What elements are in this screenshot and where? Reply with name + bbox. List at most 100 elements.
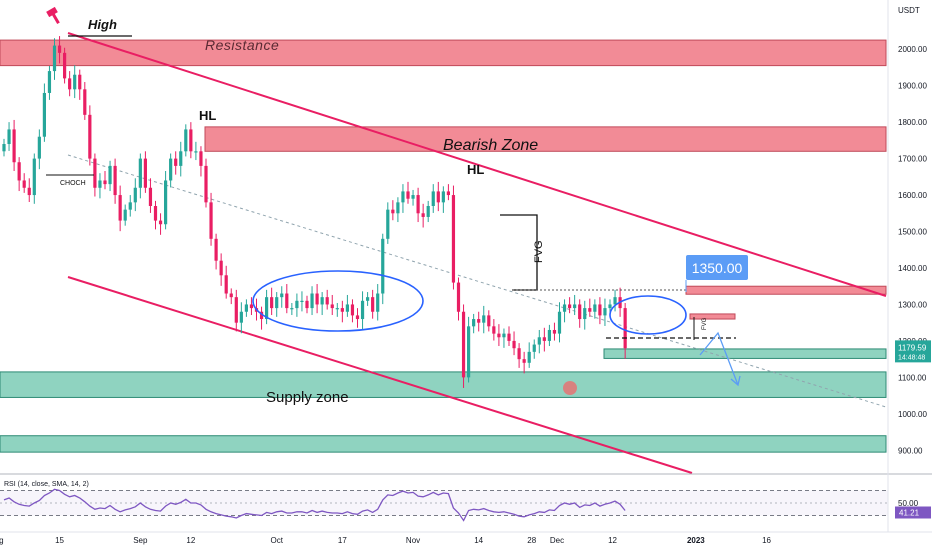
candle[interactable] bbox=[335, 302, 339, 317]
candle[interactable] bbox=[578, 299, 582, 328]
candle-body[interactable] bbox=[451, 195, 456, 283]
candle[interactable] bbox=[158, 213, 163, 235]
candle-body[interactable] bbox=[189, 129, 193, 152]
candle-body[interactable] bbox=[562, 304, 567, 312]
candle-body[interactable] bbox=[421, 213, 425, 217]
candle-body[interactable] bbox=[138, 158, 142, 188]
candle[interactable] bbox=[537, 329, 541, 354]
candle-body[interactable] bbox=[381, 238, 385, 294]
candle[interactable] bbox=[431, 184, 435, 213]
candles-layer[interactable] bbox=[2, 36, 627, 388]
candle[interactable] bbox=[472, 313, 476, 334]
candle[interactable] bbox=[148, 178, 153, 213]
candle-body[interactable] bbox=[542, 337, 546, 341]
candle-body[interactable] bbox=[179, 151, 183, 166]
candle-body[interactable] bbox=[174, 158, 178, 166]
candle-body[interactable] bbox=[108, 165, 112, 185]
candle[interactable] bbox=[83, 82, 87, 120]
candle-body[interactable] bbox=[401, 191, 405, 203]
candle-body[interactable] bbox=[573, 304, 577, 309]
candle[interactable] bbox=[209, 192, 213, 246]
candle-body[interactable] bbox=[22, 180, 26, 188]
candle[interactable] bbox=[573, 294, 577, 316]
candle-body[interactable] bbox=[270, 297, 274, 309]
candle-body[interactable] bbox=[345, 304, 349, 312]
candle-body[interactable] bbox=[477, 319, 481, 323]
candle[interactable] bbox=[300, 291, 304, 312]
candle[interactable] bbox=[2, 138, 6, 157]
candle-body[interactable] bbox=[148, 187, 153, 206]
candle[interactable] bbox=[411, 189, 415, 206]
candle-body[interactable] bbox=[502, 333, 506, 338]
candle[interactable] bbox=[436, 181, 440, 212]
candle[interactable] bbox=[583, 300, 587, 330]
candle[interactable] bbox=[381, 233, 385, 305]
candle-body[interactable] bbox=[37, 136, 41, 159]
candle-body[interactable] bbox=[285, 293, 289, 309]
candle-body[interactable] bbox=[249, 304, 254, 309]
candle-body[interactable] bbox=[623, 308, 627, 349]
candle[interactable] bbox=[593, 299, 597, 319]
candle[interactable] bbox=[290, 302, 294, 316]
candle-body[interactable] bbox=[588, 308, 592, 312]
candle-body[interactable] bbox=[472, 319, 476, 327]
candle-body[interactable] bbox=[113, 165, 117, 196]
candle-body[interactable] bbox=[259, 311, 264, 320]
candle-body[interactable] bbox=[47, 71, 52, 93]
candle[interactable] bbox=[88, 105, 92, 166]
candle[interactable] bbox=[108, 160, 112, 192]
candle-body[interactable] bbox=[557, 311, 562, 334]
candle-body[interactable] bbox=[83, 89, 87, 115]
candle-body[interactable] bbox=[416, 195, 420, 214]
candle-body[interactable] bbox=[295, 300, 299, 309]
candle-body[interactable] bbox=[552, 329, 557, 334]
candle-body[interactable] bbox=[547, 329, 551, 341]
candle-body[interactable] bbox=[78, 74, 82, 90]
candle[interactable] bbox=[234, 289, 238, 332]
candle[interactable] bbox=[522, 351, 526, 374]
last-price-box[interactable] bbox=[895, 340, 931, 363]
candle-body[interactable] bbox=[234, 297, 238, 323]
candle-body[interactable] bbox=[88, 114, 92, 159]
candle-body[interactable] bbox=[350, 304, 355, 316]
candle[interactable] bbox=[532, 339, 536, 359]
candle[interactable] bbox=[189, 122, 193, 159]
candle[interactable] bbox=[502, 328, 506, 348]
candle[interactable] bbox=[366, 292, 370, 306]
candle[interactable] bbox=[467, 316, 471, 383]
candle[interactable] bbox=[360, 291, 365, 330]
candle[interactable] bbox=[22, 173, 26, 193]
candle[interactable] bbox=[204, 158, 208, 208]
candle[interactable] bbox=[482, 305, 486, 334]
candle-body[interactable] bbox=[568, 304, 572, 309]
candle-body[interactable] bbox=[376, 293, 380, 312]
candle[interactable] bbox=[78, 69, 82, 100]
candle[interactable] bbox=[350, 299, 355, 323]
candle[interactable] bbox=[355, 308, 360, 328]
candle-body[interactable] bbox=[467, 326, 471, 378]
rsi-line[interactable] bbox=[3, 488, 626, 522]
candle[interactable] bbox=[588, 298, 592, 317]
candle-body[interactable] bbox=[340, 308, 344, 312]
candle[interactable] bbox=[421, 203, 425, 228]
candle[interactable] bbox=[461, 304, 466, 388]
candle[interactable] bbox=[12, 119, 16, 171]
candle[interactable] bbox=[265, 289, 269, 325]
candle[interactable] bbox=[547, 324, 551, 347]
candle[interactable] bbox=[507, 326, 511, 347]
candle[interactable] bbox=[396, 197, 400, 223]
candle-body[interactable] bbox=[436, 191, 440, 203]
candle[interactable] bbox=[320, 292, 324, 316]
candle-body[interactable] bbox=[371, 297, 375, 312]
candle-body[interactable] bbox=[27, 187, 31, 196]
candle[interactable] bbox=[138, 153, 142, 199]
candle-body[interactable] bbox=[593, 304, 597, 312]
candle[interactable] bbox=[63, 47, 67, 84]
candle-body[interactable] bbox=[431, 191, 435, 206]
candle-body[interactable] bbox=[613, 297, 617, 305]
candle[interactable] bbox=[52, 38, 57, 80]
candle-body[interactable] bbox=[7, 129, 11, 145]
candle[interactable] bbox=[285, 284, 289, 314]
